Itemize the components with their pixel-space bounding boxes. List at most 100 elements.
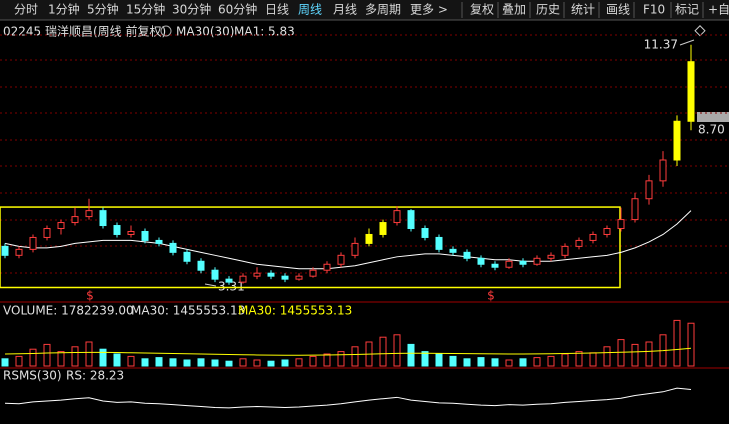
- toolbar-button[interactable]: 画线: [606, 3, 630, 17]
- candle-body: [533, 257, 541, 265]
- candle-body: [477, 257, 485, 265]
- volume-bar: [379, 336, 387, 367]
- volume-bar: [1, 358, 9, 367]
- toolbar-button[interactable]: 叠加: [502, 3, 526, 17]
- candle-body: [57, 222, 65, 230]
- volume-bar: [519, 358, 527, 367]
- candle-body: [141, 230, 149, 241]
- candle-body: [603, 228, 611, 235]
- volume-bar: [169, 358, 177, 367]
- volume-bar: [295, 358, 303, 367]
- candle-body: [463, 251, 471, 259]
- low-label: 3.31: [218, 280, 245, 294]
- candle-body: [393, 210, 401, 224]
- volume-bar: [505, 359, 513, 367]
- candle-body: [225, 278, 233, 283]
- volume-bar: [15, 355, 23, 367]
- toolbar-tab[interactable]: 月线: [333, 3, 357, 17]
- volume-ma-label: MA30: 1455553.13: [131, 304, 245, 318]
- signal-marker: $: [86, 289, 94, 303]
- volume-bar: [631, 343, 639, 367]
- range-label: 8.70 - 9.: [698, 123, 729, 137]
- candle-body: [169, 242, 177, 253]
- volume-bar: [141, 358, 149, 367]
- candle-body: [519, 260, 527, 265]
- volume-bar: [155, 357, 163, 367]
- toolbar-tab[interactable]: 1分钟: [48, 2, 80, 17]
- price-tag: [697, 112, 729, 122]
- candle-body: [29, 236, 37, 250]
- toolbar-tab[interactable]: 多周期: [365, 3, 401, 17]
- candle-body: [435, 236, 443, 250]
- marker: [694, 25, 706, 37]
- volume-bar: [127, 355, 135, 367]
- volume-bar: [561, 353, 569, 367]
- arrow: [679, 39, 695, 46]
- toolbar-tab[interactable]: 分时: [14, 3, 38, 17]
- volume-bar: [57, 351, 65, 367]
- volume-bar: [449, 355, 457, 367]
- rsms-line: [4, 387, 692, 409]
- candle-body: [211, 269, 219, 280]
- candle-body: [687, 61, 695, 122]
- candle-body: [659, 159, 667, 182]
- toolbar: [0, 0, 729, 20]
- candle-body: [589, 233, 597, 241]
- volume-bar: [113, 353, 121, 367]
- volume-bar: [253, 359, 261, 367]
- candle-body: [491, 263, 499, 268]
- candle-body: [197, 260, 205, 271]
- candle-body: [561, 245, 569, 256]
- rsms-label: RS: 28.23: [66, 369, 124, 383]
- toolbar-tab[interactable]: 60分钟: [218, 2, 257, 17]
- chart-title: 02245 瑞洋顺昌(周线 前复权): [3, 24, 166, 39]
- toolbar-button[interactable]: 历史: [536, 3, 560, 17]
- toolbar-tab[interactable]: 15分钟: [126, 2, 165, 17]
- volume-bar: [183, 359, 191, 367]
- candle-body: [673, 120, 681, 161]
- volume-bar: [617, 339, 625, 367]
- volume-bar: [603, 346, 611, 367]
- volume-bar: [323, 353, 331, 367]
- volume-bar: [71, 346, 79, 367]
- candle-body: [337, 254, 345, 265]
- candle-body: [449, 248, 457, 253]
- toolbar-button[interactable]: 统计: [571, 3, 595, 17]
- toolbar-button[interactable]: 复权: [470, 3, 494, 17]
- candle-body: [421, 228, 429, 238]
- toolbar-tab[interactable]: 日线: [265, 3, 289, 17]
- toolbar-button[interactable]: +自选: [708, 3, 729, 17]
- volume-bar: [43, 343, 51, 367]
- icon[interactable]: [160, 25, 172, 37]
- candle-body: [295, 275, 303, 280]
- toolbar-tab[interactable]: 周线: [298, 3, 322, 17]
- volume-bar: [421, 351, 429, 367]
- candle-body: [267, 272, 275, 277]
- candle-body: [379, 222, 387, 235]
- volume-bar: [351, 346, 359, 367]
- volume-bar: [547, 355, 555, 367]
- toolbar-button[interactable]: 标记: [675, 3, 699, 17]
- volume-bar: [197, 358, 205, 367]
- candle-body: [183, 251, 191, 262]
- toolbar-button[interactable]: F10: [643, 3, 665, 17]
- toolbar-tab[interactable]: 30分钟: [172, 2, 211, 17]
- candle-body: [253, 272, 261, 277]
- candle-body: [309, 269, 317, 277]
- arrow: [204, 283, 217, 287]
- candle-body: [645, 180, 653, 200]
- volume-bar: [491, 358, 499, 367]
- volume-ma-line: [4, 347, 692, 356]
- candle-body: [99, 210, 107, 227]
- volume-bar: [211, 359, 219, 367]
- indicator-label: MA1: 5.83: [234, 25, 295, 39]
- toolbar-tab[interactable]: 5分钟: [87, 2, 119, 17]
- candle-body: [43, 228, 51, 238]
- volume-bar: [575, 351, 583, 367]
- volume-bar: [225, 360, 233, 367]
- volume-bar: [239, 358, 247, 367]
- candle-body: [155, 239, 163, 244]
- volume-ma-label: MA30: 1455553.13: [238, 304, 352, 318]
- toolbar-tab[interactable]: 更多 >: [410, 3, 448, 17]
- candle-body: [323, 263, 331, 271]
